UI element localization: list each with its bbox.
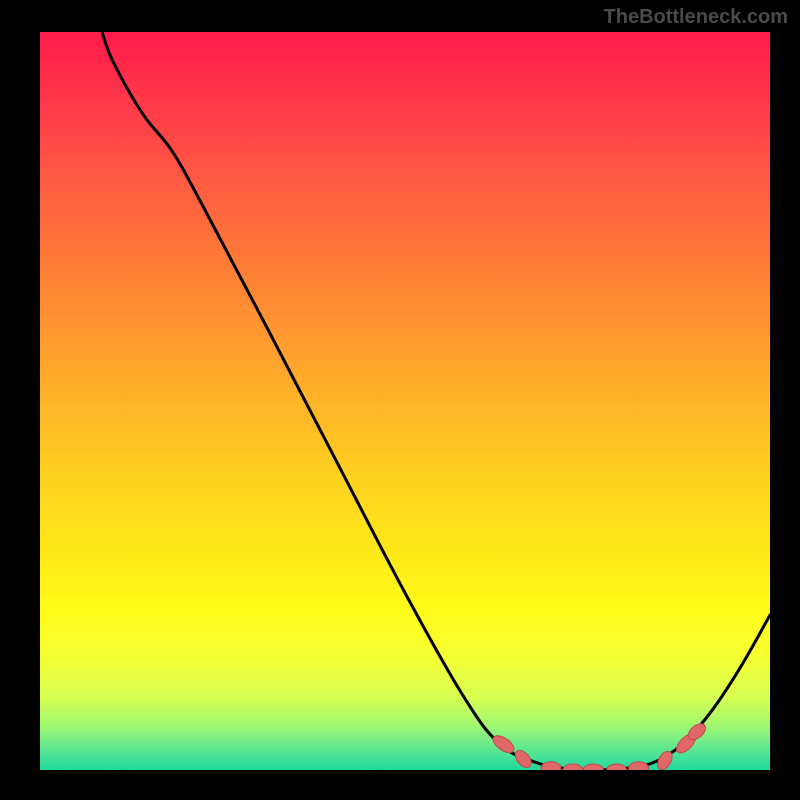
curve-markers [490, 721, 708, 770]
chart-container: TheBottleneck.com [0, 0, 800, 800]
curve-marker [607, 764, 627, 770]
watermark-text: TheBottleneck.com [604, 6, 788, 29]
plot-area [40, 32, 770, 770]
bottleneck-curve [102, 32, 770, 770]
curve-layer [40, 32, 770, 770]
curve-marker [541, 762, 561, 770]
curve-marker [563, 764, 583, 770]
curve-marker [629, 762, 649, 770]
curve-marker [583, 764, 603, 770]
curve-marker [512, 747, 534, 770]
